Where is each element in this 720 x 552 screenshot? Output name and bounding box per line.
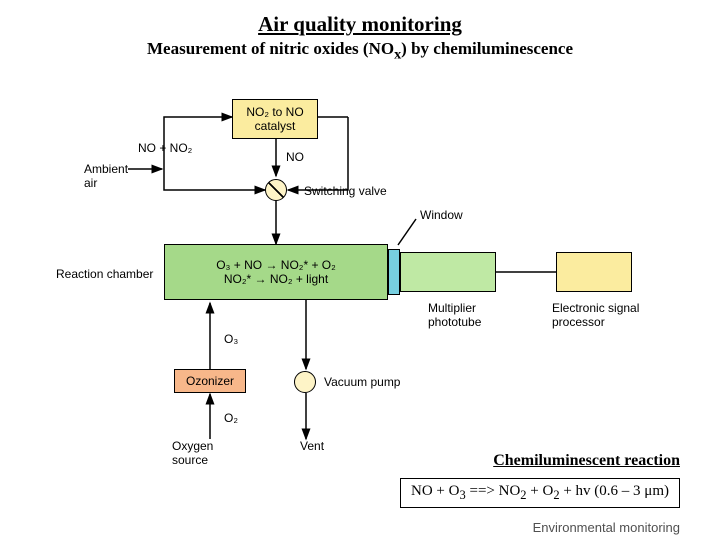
label-o3: O₃ [224, 332, 238, 346]
footer-note: Environmental monitoring [533, 520, 680, 535]
box-line: catalyst [255, 119, 296, 133]
box-processor [556, 252, 632, 292]
label-window: Window [420, 208, 463, 222]
label-processor: Electronic signal processor [552, 301, 639, 329]
box-line: Ozonizer [186, 374, 234, 388]
box-line: NO₂* → NO₂ + light [224, 272, 328, 286]
page-title: Air quality monitoring [0, 12, 720, 37]
footer-equation: NO + O3 ==> NO2 + O2 + hv (0.6 – 3 μm) [400, 478, 680, 508]
label-vent: Vent [300, 439, 324, 453]
label-switching_valve: Switching valve [304, 184, 387, 198]
flow-diagram: NO₂ to NOcatalyst O₃ + NO → NO₂* + O₂NO₂*… [0, 69, 720, 439]
label-no_no2: NO + NO₂ [138, 141, 192, 155]
label-multiplier: Multiplier phototube [428, 301, 481, 329]
box-multiplier_inner [388, 249, 400, 295]
box-multiplier [400, 252, 496, 292]
page-subtitle: Measurement of nitric oxides (NOx) by ch… [0, 39, 720, 63]
box-line: O₃ + NO → NO₂* + O₂ [216, 258, 336, 272]
label-no_after: NO [286, 150, 304, 164]
label-reaction_chamber: Reaction chamber [56, 267, 153, 281]
label-vacuum_pump: Vacuum pump [324, 375, 400, 389]
label-oxygen_source: Oxygen source [172, 439, 213, 467]
box-line: NO₂ to NO [246, 105, 303, 119]
label-o2: O₂ [224, 411, 238, 425]
label-ambient_air: Ambient air [84, 162, 128, 190]
footer-heading: Chemiluminescent reaction [493, 452, 680, 470]
box-catalyst: NO₂ to NOcatalyst [232, 99, 318, 139]
box-ozonizer: Ozonizer [174, 369, 246, 393]
box-reaction: O₃ + NO → NO₂* + O₂NO₂* → NO₂ + light [164, 244, 388, 300]
